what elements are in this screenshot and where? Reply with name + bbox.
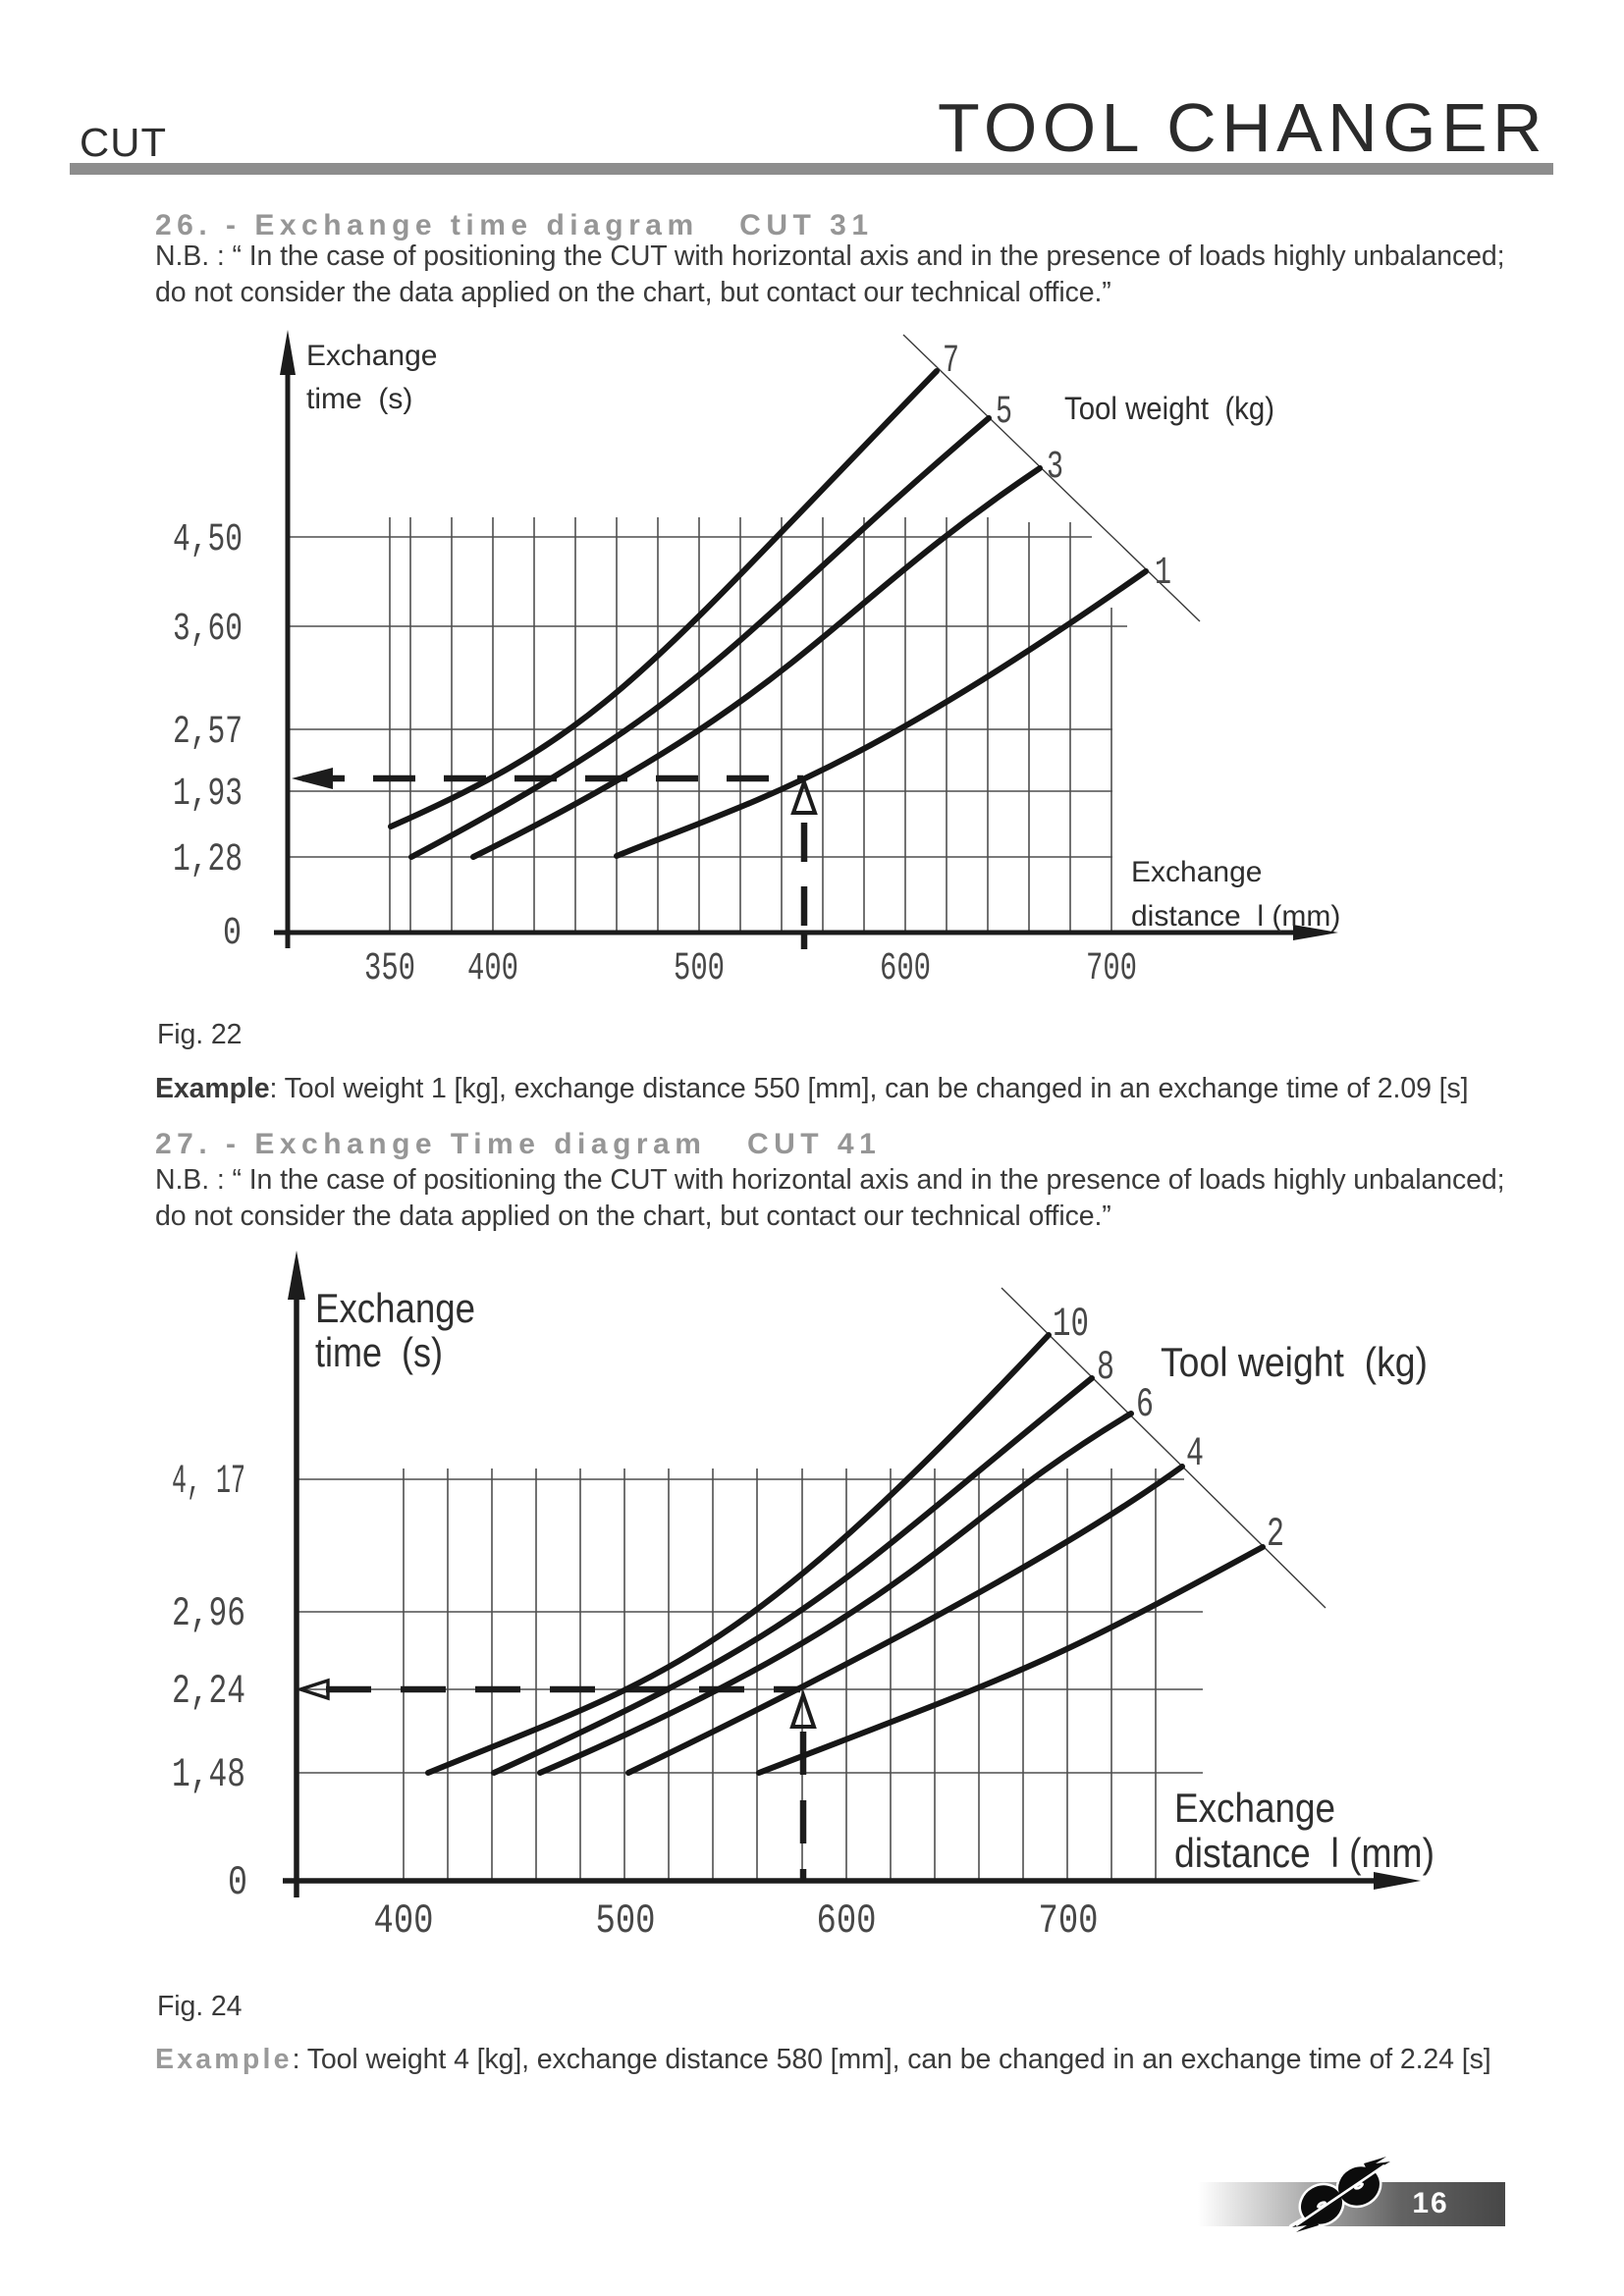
- svg-text:distance l (mm): distance l (mm): [1174, 1830, 1435, 1876]
- svg-text:Tool weight (kg): Tool weight (kg): [1064, 391, 1274, 426]
- svg-text:5: 5: [996, 391, 1012, 435]
- svg-text:Exchange: Exchange: [315, 1285, 475, 1331]
- svg-text:500: 500: [674, 947, 725, 991]
- svg-text:1: 1: [1155, 552, 1171, 596]
- svg-text:600: 600: [880, 947, 931, 991]
- svg-text:1,93: 1,93: [173, 773, 243, 817]
- svg-text:2,57: 2,57: [173, 711, 243, 755]
- svg-text:time (s): time (s): [315, 1329, 443, 1375]
- svg-text:700: 700: [1039, 1897, 1099, 1945]
- svg-text:0: 0: [228, 1859, 247, 1906]
- svg-text:time (s): time (s): [306, 383, 412, 415]
- svg-text:Tool weight (kg): Tool weight (kg): [1161, 1339, 1428, 1385]
- svg-text:400: 400: [374, 1897, 434, 1945]
- svg-text:10: 10: [1053, 1301, 1089, 1348]
- svg-text:6: 6: [1136, 1381, 1154, 1428]
- svg-text:0: 0: [223, 912, 242, 956]
- svg-text:distance l (mm): distance l (mm): [1131, 900, 1340, 933]
- svg-text:2: 2: [1267, 1511, 1284, 1558]
- svg-text:1,28: 1,28: [173, 838, 243, 882]
- svg-text:2,96: 2,96: [172, 1590, 245, 1637]
- svg-text:7: 7: [943, 340, 959, 384]
- svg-text:700: 700: [1086, 947, 1137, 991]
- svg-text:400: 400: [467, 947, 518, 991]
- svg-text:16: 16: [1412, 2187, 1448, 2219]
- svg-text:Exchange: Exchange: [306, 340, 437, 372]
- svg-text:600: 600: [817, 1897, 877, 1945]
- svg-text:1,48: 1,48: [172, 1751, 245, 1798]
- svg-text:3,60: 3,60: [173, 608, 243, 652]
- svg-text:350: 350: [364, 947, 415, 991]
- svg-text:Exchange: Exchange: [1174, 1785, 1335, 1831]
- svg-text:8: 8: [1097, 1344, 1114, 1391]
- svg-text:4,50: 4,50: [173, 518, 243, 562]
- svg-text:2,24: 2,24: [172, 1668, 245, 1715]
- svg-text:4, 17: 4, 17: [172, 1458, 245, 1505]
- svg-text:4: 4: [1186, 1430, 1204, 1477]
- svg-text:Exchange: Exchange: [1131, 856, 1262, 888]
- svg-text:500: 500: [596, 1897, 656, 1945]
- svg-text:3: 3: [1047, 446, 1063, 490]
